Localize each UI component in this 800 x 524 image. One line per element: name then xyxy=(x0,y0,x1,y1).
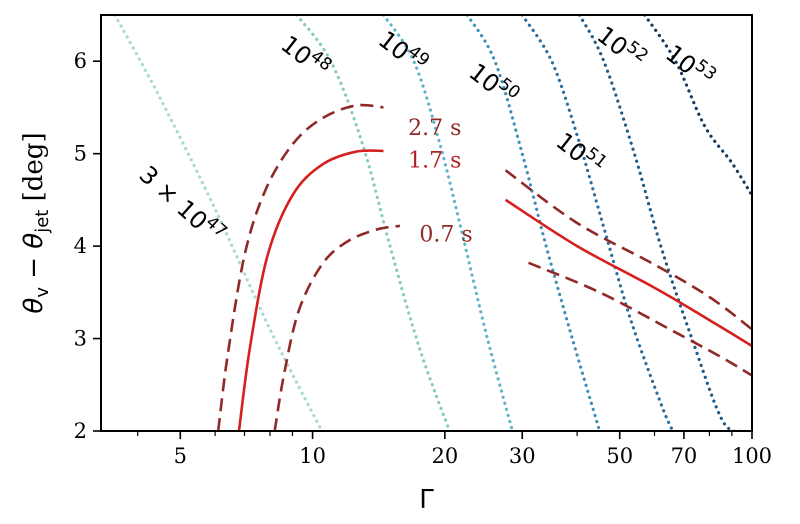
axis-ticks: 5 10 20 30 50 70 100 2 3 4 5 6 xyxy=(74,49,772,468)
curve-labels: 3 × 1047 1048 1049 1050 1051 1052 1053 2.7 s 1.7… xyxy=(134,18,721,250)
series-line-5 xyxy=(504,169,752,331)
contour-label-47: 3 × 1047 xyxy=(134,158,231,250)
y-axis-label: θv − θjet [deg] xyxy=(19,132,53,313)
x-tick-label-5: 5 xyxy=(174,444,187,468)
series-line-3 xyxy=(273,224,401,431)
contour-label-50: 1050 xyxy=(464,55,524,112)
contour-line-49 xyxy=(381,15,514,431)
x-tick-label-50: 50 xyxy=(606,444,633,468)
contour-line-51 xyxy=(520,15,675,431)
time-label-1: 2.7 s xyxy=(408,116,461,141)
contour-label-49: 1049 xyxy=(373,23,433,80)
contour-line-48 xyxy=(295,15,452,431)
x-tick-label-70: 70 xyxy=(671,444,698,468)
series-line-1 xyxy=(237,149,384,431)
y-tick-label-5: 5 xyxy=(74,142,87,166)
time-label-2: 1.7 s xyxy=(408,149,461,174)
time-label-3: 0.7 s xyxy=(419,222,472,247)
contour-line-52 xyxy=(577,15,748,431)
contour-line-50 xyxy=(465,15,602,431)
contour-line-47 xyxy=(113,15,324,431)
series-line-4 xyxy=(504,198,752,348)
series-lines xyxy=(216,103,752,431)
plot-frame xyxy=(100,14,753,432)
contour-label-53: 1053 xyxy=(660,37,720,94)
x-tick-label-100: 100 xyxy=(732,444,772,468)
x-tick-label-30: 30 xyxy=(509,444,536,468)
y-tick-label-6: 6 xyxy=(74,49,87,73)
contour-label-51: 1051 xyxy=(551,125,611,182)
y-tick-label-4: 4 xyxy=(74,234,87,258)
series-line-2 xyxy=(216,103,384,431)
contour-label-48: 1048 xyxy=(276,28,336,85)
x-tick-label-20: 20 xyxy=(431,444,458,468)
y-tick-label-2: 2 xyxy=(74,419,87,443)
series-line-6 xyxy=(528,261,752,377)
contour-label-52: 1052 xyxy=(592,18,652,75)
contour-lines xyxy=(113,15,752,431)
x-tick-label-10: 10 xyxy=(299,444,326,468)
contour-line-53 xyxy=(643,15,752,197)
y-tick-label-3: 3 xyxy=(74,327,87,351)
x-axis-label: Γ xyxy=(419,485,434,515)
